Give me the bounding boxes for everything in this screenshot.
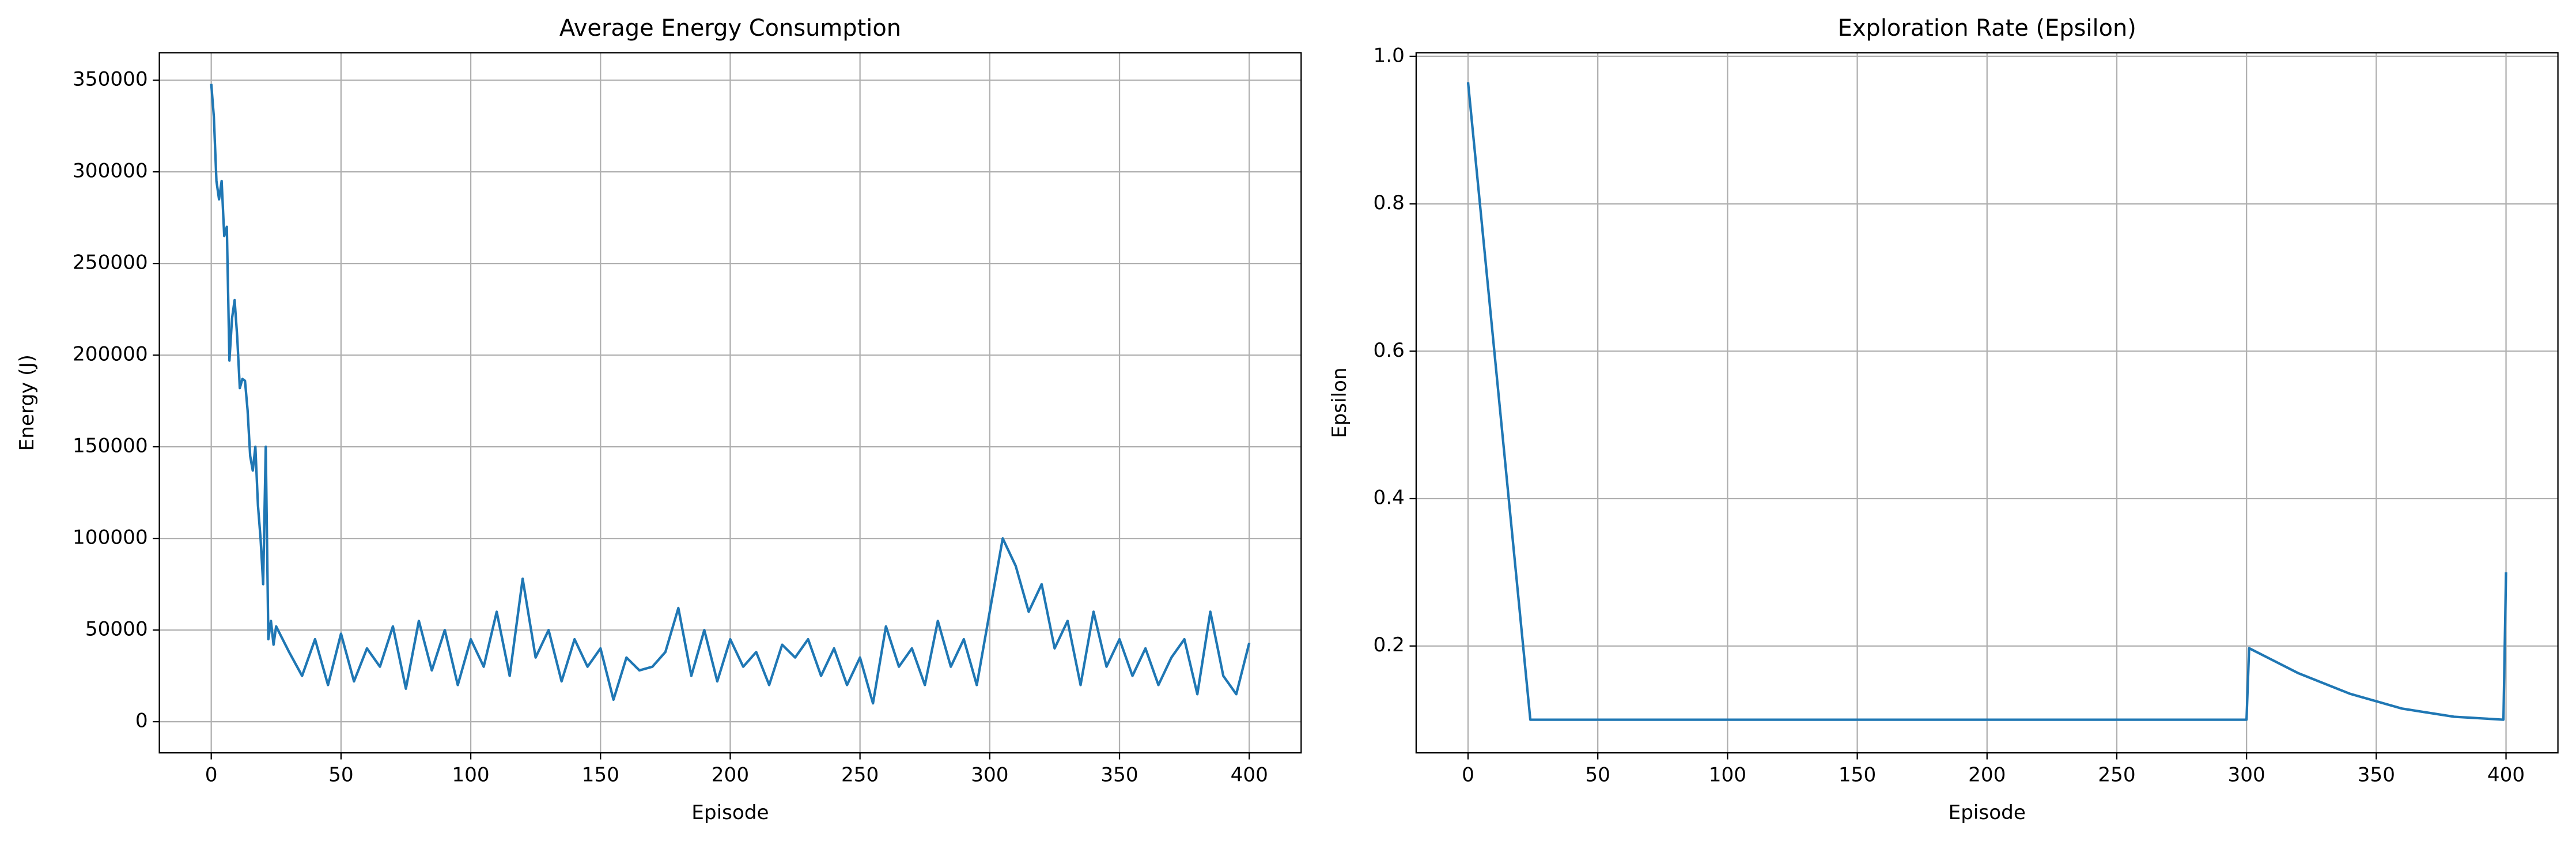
y-tick-label: 0.8 (1374, 191, 1405, 214)
x-axis-label: Episode (691, 801, 769, 824)
x-tick-label: 350 (2358, 764, 2395, 787)
chart-title: Average Energy Consumption (559, 15, 901, 42)
plot-frame (158, 52, 1302, 754)
x-tick-label: 300 (971, 764, 1008, 787)
y-tick-label: 0.6 (1374, 339, 1405, 362)
x-axis-label: Episode (1949, 801, 2026, 824)
y-tick-label: 100000 (73, 526, 148, 549)
x-tick-label: 250 (2098, 764, 2135, 787)
y-tick-label: 1.0 (1374, 44, 1405, 67)
y-axis-label: Epsilon (1328, 367, 1351, 438)
y-tick-label: 0 (135, 710, 148, 733)
x-tick-label: 200 (712, 764, 749, 787)
y-tick-label: 300000 (73, 160, 148, 183)
y-tick-label: 150000 (73, 435, 148, 458)
x-tick-label: 100 (452, 764, 489, 787)
x-tick-label: 50 (1585, 764, 1610, 787)
x-tick-label: 100 (1709, 764, 1746, 787)
y-tick-label: 0.4 (1374, 486, 1405, 510)
y-tick-label: 250000 (73, 251, 148, 274)
y-tick-label: 200000 (73, 343, 148, 366)
x-tick-label: 400 (2487, 764, 2525, 787)
y-tick-label: 350000 (73, 68, 148, 91)
x-tick-label: 150 (1839, 764, 1876, 787)
x-tick-label: 200 (1968, 764, 2006, 787)
x-tick-label: 400 (1231, 764, 1268, 787)
x-tick-label: 300 (2228, 764, 2265, 787)
data-line (210, 84, 1251, 705)
y-tick-label: 50000 (85, 618, 148, 641)
y-axis-label: Energy (J) (16, 354, 39, 451)
y-tick-label: 0.2 (1374, 633, 1405, 657)
data-line (1466, 82, 2507, 721)
chart-title: Exploration Rate (Epsilon) (1838, 15, 2136, 42)
x-tick-label: 250 (841, 764, 879, 787)
x-tick-label: 0 (1462, 764, 1474, 787)
x-tick-label: 50 (328, 764, 354, 787)
x-tick-label: 350 (1100, 764, 1138, 787)
x-tick-label: 0 (205, 764, 218, 787)
plot-frame (1415, 52, 2559, 754)
x-tick-label: 150 (582, 764, 619, 787)
